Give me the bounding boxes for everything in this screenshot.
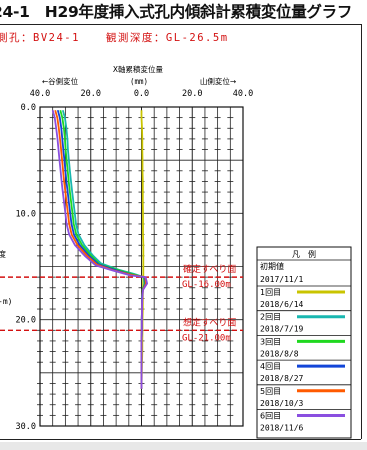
chart-title: X軸累積変位量 bbox=[113, 64, 164, 74]
legend-entry-date: 2018/7/19 bbox=[260, 325, 304, 334]
x-tick-label: 0.0 bbox=[134, 89, 149, 99]
legend-entry-date: 2018/6/14 bbox=[260, 300, 304, 309]
direction-label-valley: ←谷側変位 bbox=[42, 76, 79, 86]
slip-surface-depth: GL-21.00m bbox=[182, 333, 231, 343]
legend-entry-name: 1回目 bbox=[260, 288, 281, 297]
observation-depth-label: 観測深度：GL-26.5m bbox=[105, 32, 229, 44]
y-axis-label-fragment: -m) bbox=[0, 297, 12, 306]
series-lines bbox=[51, 109, 149, 389]
x-tick-labels: 40.0 20.0 0.0 20.0 40.0 bbox=[30, 89, 253, 99]
plot-area-border bbox=[39, 106, 244, 427]
legend-title: 凡 例 bbox=[292, 249, 316, 259]
legend-entry-name: 4回目 bbox=[260, 362, 281, 371]
series-line bbox=[59, 109, 147, 389]
series-line bbox=[51, 109, 149, 389]
y-tick-label: 20.0 bbox=[16, 316, 36, 326]
legend-entry-date: 2018/8/8 bbox=[260, 349, 299, 358]
y-axis-label-fragment: 度 bbox=[0, 249, 6, 259]
slip-surface-depth: GL-16.00m bbox=[182, 280, 231, 290]
legend-initial-date: 2017/11/1 bbox=[260, 275, 304, 284]
frame-right-border bbox=[361, 24, 362, 439]
legend-entry-date: 2018/10/3 bbox=[260, 399, 304, 408]
legend-entry-date: 2018/11/6 bbox=[260, 424, 304, 433]
grid bbox=[37, 106, 244, 427]
legend-entry-date: 2018/8/27 bbox=[260, 374, 304, 383]
y-tick-label: 10.0 bbox=[16, 209, 36, 219]
x-tick-label: 20.0 bbox=[81, 89, 101, 99]
bottom-strip bbox=[0, 442, 367, 450]
x-axis-unit: (mm) bbox=[130, 77, 148, 86]
legend-entry-name: 5回目 bbox=[260, 387, 281, 396]
slip-surface-label: 想定すべり面 bbox=[183, 316, 236, 328]
legend-initial-label: 初期値 bbox=[260, 261, 284, 271]
slip-surface-label: 確定すべり面 bbox=[183, 263, 236, 275]
y-tick-labels: 0.0 10.0 20.0 30.0 bbox=[16, 103, 36, 432]
series-line bbox=[56, 109, 147, 389]
measurement-info: 測孔：BV24-1 観測深度：GL-26.5m bbox=[0, 30, 229, 45]
y-tick-label: 0.0 bbox=[21, 103, 36, 113]
direction-label-mountain: 山側変位→ bbox=[200, 76, 236, 86]
frame-bottom-border bbox=[0, 439, 361, 440]
page-title: 24-1 H29年度挿入式孔内傾斜計累積変位量グラフ bbox=[0, 3, 353, 21]
y-tick-label: 30.0 bbox=[16, 422, 36, 432]
legend-entry-name: 3回目 bbox=[260, 337, 281, 346]
slip-surfaces: 確定すべり面 GL-16.00m 想定すべり面 GL-21.00m bbox=[0, 263, 243, 343]
title-underline bbox=[0, 24, 361, 25]
x-tick-label: 40.0 bbox=[30, 89, 50, 99]
x-tick-label: 20.0 bbox=[182, 89, 202, 99]
legend-entry-name: 6回目 bbox=[260, 412, 281, 421]
borehole-label: 測孔：BV24-1 bbox=[0, 32, 80, 44]
legend-entry-name: 2回目 bbox=[260, 313, 281, 322]
x-tick-label: 40.0 bbox=[233, 89, 253, 99]
